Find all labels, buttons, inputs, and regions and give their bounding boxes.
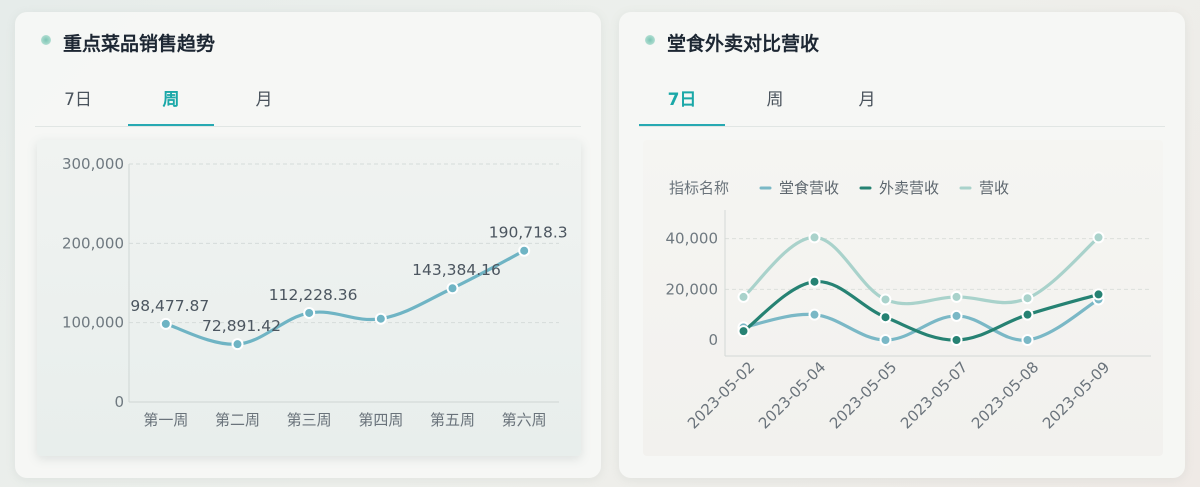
x-tick-label: 第五周 — [430, 411, 475, 429]
y-tick-label: 200,000 — [62, 234, 124, 252]
title-dot-icon — [645, 35, 655, 45]
data-point — [303, 306, 316, 319]
x-tick-label: 2023-05-08 — [968, 358, 1042, 432]
x-tick-label: 第四周 — [358, 411, 403, 429]
dine-takeout-tabs: 7日 周 月 — [639, 84, 1165, 127]
x-tick-label: 第一周 — [143, 411, 188, 429]
data-point — [231, 338, 244, 351]
tab-week[interactable]: 周 — [766, 90, 784, 110]
dine-takeout-card: 堂食外卖对比营收 7日 周 月 指标名称 堂食营收 外卖营收 营收 0 20,000 40,… — [619, 12, 1185, 478]
data-label: 190,718.3 — [489, 224, 568, 242]
dine-takeout-chart-panel: 指标名称 堂食营收 外卖营收 营收 0 20,000 40,000 2023-05-02 202… — [643, 140, 1163, 456]
data-point — [446, 282, 459, 295]
sales-trend-card: 重点菜品销售趋势 7日 周 月 0 100,000 200,000 300,000 第一… — [15, 12, 601, 478]
sales-trend-chart: 0 100,000 200,000 300,000 第一周 第二周 第三周 第四周 第五周 第六周… — [62, 155, 568, 429]
data-point — [1092, 231, 1105, 244]
data-point — [879, 334, 892, 346]
tab-month[interactable]: 月 — [255, 90, 273, 110]
data-point — [879, 311, 892, 324]
data-point — [518, 244, 531, 257]
y-tick-label: 300,000 — [62, 155, 124, 173]
data-label: 112,228.36 — [269, 286, 358, 304]
data-point — [808, 275, 821, 288]
data-point — [950, 290, 963, 303]
data-point — [1021, 334, 1034, 346]
x-tick-label: 第三周 — [287, 411, 332, 429]
tab-7day[interactable]: 7日 — [64, 90, 92, 110]
y-tick-label: 20,000 — [666, 280, 719, 298]
y-tick-label: 0 — [114, 393, 124, 411]
tab-week[interactable]: 周 — [128, 84, 214, 126]
legend-title: 指标名称 — [669, 179, 729, 197]
x-tick-label: 第二周 — [215, 411, 260, 429]
x-tick-label: 2023-05-07 — [897, 358, 971, 432]
data-point — [808, 308, 821, 321]
data-point — [374, 312, 387, 325]
title-dot-icon — [41, 35, 51, 45]
data-label: 143,384.16 — [412, 261, 501, 279]
y-tick-label: 0 — [708, 331, 718, 349]
data-point — [159, 317, 172, 330]
data-label: 98,477.87 — [130, 297, 209, 315]
data-point — [950, 334, 963, 346]
data-point — [808, 231, 821, 244]
x-tick-label: 第六周 — [502, 411, 547, 429]
series-line — [741, 235, 1101, 306]
x-tick-label: 2023-05-02 — [684, 358, 758, 432]
legend-item: 外卖营收 — [879, 179, 939, 197]
legend-item: 堂食营收 — [779, 179, 839, 197]
data-point — [1021, 308, 1034, 321]
series-line — [741, 280, 1101, 342]
data-point — [737, 290, 750, 303]
sales-trend-title: 重点菜品销售趋势 — [63, 33, 216, 55]
y-tick-label: 100,000 — [62, 314, 124, 332]
data-point — [950, 309, 963, 322]
data-point — [737, 325, 750, 338]
y-tick-label: 40,000 — [666, 230, 719, 248]
sales-trend-tabs: 7日 周 月 — [35, 84, 581, 127]
sales-trend-chart-panel: 0 100,000 200,000 300,000 第一周 第二周 第三周 第四周 第五周 第六周… — [37, 140, 581, 456]
data-point — [1021, 292, 1034, 305]
tab-month[interactable]: 月 — [858, 90, 876, 110]
x-tick-label: 2023-05-04 — [755, 358, 829, 432]
tab-7day[interactable]: 7日 — [639, 84, 725, 126]
x-tick-label: 2023-05-05 — [826, 358, 900, 432]
data-label: 72,891.42 — [202, 317, 281, 335]
x-tick-label: 2023-05-09 — [1039, 358, 1113, 432]
legend-item: 营收 — [979, 179, 1009, 197]
dine-takeout-chart: 指标名称 堂食营收 外卖营收 营收020,00040,0002023-05-02202… — [666, 179, 1151, 432]
data-point — [879, 293, 892, 306]
data-point — [1092, 288, 1105, 301]
dine-takeout-title: 堂食外卖对比营收 — [667, 33, 820, 55]
